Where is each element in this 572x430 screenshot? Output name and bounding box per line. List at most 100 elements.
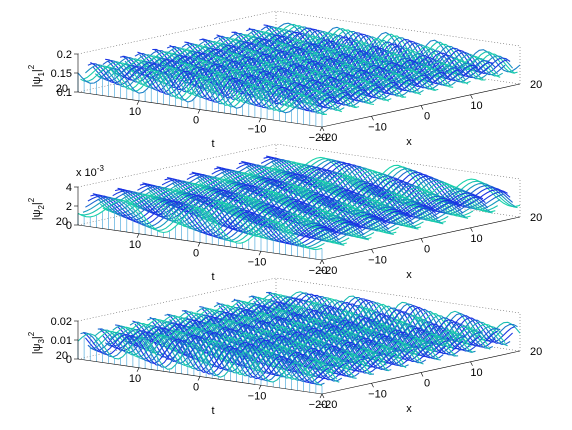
t-tick <box>136 367 140 372</box>
x-tick-label: −10 <box>368 121 387 133</box>
surface-line <box>146 186 392 234</box>
x-tick-label: 20 <box>530 346 542 358</box>
surface-line <box>149 184 394 236</box>
surface-line <box>99 195 345 246</box>
t-axis-label: t <box>211 138 214 150</box>
surface-line <box>228 166 474 217</box>
x-tick <box>371 383 374 388</box>
t-tick <box>319 393 323 399</box>
t-tick-label: 10 <box>129 106 141 118</box>
x-tick <box>420 238 424 243</box>
surface-line <box>204 171 449 222</box>
t-tick <box>319 259 323 265</box>
t-tick <box>197 376 201 381</box>
t-tick-label: 0 <box>193 382 199 394</box>
surface-line <box>97 62 342 113</box>
t-tick-label: 10 <box>129 373 141 385</box>
surface-line <box>122 55 367 105</box>
z-tick-label: 0.1 <box>57 87 72 99</box>
z-label-subscript: 1 <box>37 72 46 77</box>
z-label-symbol: |ψ <box>31 209 43 220</box>
x-tick-label: 0 <box>424 111 430 123</box>
surface-line <box>221 169 466 218</box>
x-tick <box>321 126 325 132</box>
z-tick-label: 2 <box>66 201 72 213</box>
surface-line <box>97 196 343 245</box>
x-tick <box>371 116 374 121</box>
t-tick <box>136 233 140 238</box>
z-label-subscript: 2 <box>37 205 46 210</box>
z-label-subscript: 3 <box>37 339 46 344</box>
t-tick <box>258 385 262 390</box>
surface-line <box>117 326 362 377</box>
surface-line <box>250 295 496 348</box>
surface-line <box>198 174 444 225</box>
surface-line <box>166 313 412 367</box>
box-top-edge <box>77 143 521 188</box>
t-tick <box>258 118 262 123</box>
t-tick-label: 0 <box>193 115 199 127</box>
x-tick <box>371 249 374 254</box>
z-tick-label: 0.15 <box>51 68 72 80</box>
t-tick-label: −10 <box>248 123 267 135</box>
t-tick-label: 20 <box>56 216 68 228</box>
t-axis-label: t <box>211 405 214 417</box>
surface-line <box>245 164 491 213</box>
box-top-edge <box>77 10 521 55</box>
surface-line <box>85 64 330 114</box>
z-axis-label: |ψ2|2 <box>27 197 46 220</box>
t-tick-label: −20 <box>309 399 328 411</box>
t-tick <box>197 242 201 247</box>
z-tick-label: 0 <box>66 354 72 366</box>
surface-line <box>270 159 516 207</box>
surface-line <box>80 198 325 249</box>
x-tick-label: 20 <box>530 212 542 224</box>
x-tick <box>470 94 473 99</box>
x-tick-label: 10 <box>470 367 482 379</box>
surface-line <box>129 188 375 239</box>
surface-line <box>248 163 493 214</box>
x-tick <box>321 259 325 265</box>
t-tick <box>319 126 323 132</box>
panel-3: 0 0.01 0.02 20 10 0 −10 −20−20 −10 0 10 20 t x |ψ3|2 <box>27 277 542 417</box>
z-label-bar: | <box>31 202 43 205</box>
x-tick-label: −20 <box>319 265 338 277</box>
surface-line <box>149 50 395 100</box>
x-tick-label: 0 <box>424 244 430 256</box>
surface-line <box>216 34 461 85</box>
t-axis-label: t <box>211 271 214 283</box>
t-tick <box>197 109 201 114</box>
surface-line <box>87 63 333 113</box>
x-axis-label: x <box>406 269 412 281</box>
z-label-symbol: |ψ <box>31 343 43 354</box>
surface-line <box>228 32 474 83</box>
surface-line <box>97 328 343 382</box>
x-tick <box>420 372 424 377</box>
z-label-superscript: 2 <box>27 64 36 69</box>
surface-line <box>92 330 338 380</box>
t-tick-label: −10 <box>248 256 267 268</box>
surface-line <box>137 51 382 102</box>
surface-line <box>105 193 350 244</box>
x-tick-label: 20 <box>530 79 542 91</box>
t-tick-label: 20 <box>56 83 68 95</box>
z-tick-label: 0.01 <box>51 335 72 347</box>
t-tick <box>136 100 140 105</box>
z-tick-label: 0.02 <box>51 316 72 328</box>
x-tick-label: −20 <box>319 399 338 411</box>
z-label-bar: | <box>31 336 43 339</box>
x-tick-label: 10 <box>470 233 482 245</box>
x-tick-label: 0 <box>424 378 430 390</box>
surface-line <box>179 177 424 228</box>
z-label-superscript: 2 <box>27 197 36 202</box>
x-tick-label: 10 <box>470 100 482 112</box>
t-tick <box>258 251 262 256</box>
x-tick-label: −10 <box>368 254 387 266</box>
surface-line <box>124 190 370 241</box>
surface-line <box>80 66 325 115</box>
panel-1: 0.1 0.15 0.2 20 10 0 −10 −20−20 −10 0 10 20 t x |ψ1|2 <box>27 10 542 150</box>
box-top-edge <box>77 277 521 322</box>
z-label-symbol: |ψ <box>31 76 43 87</box>
